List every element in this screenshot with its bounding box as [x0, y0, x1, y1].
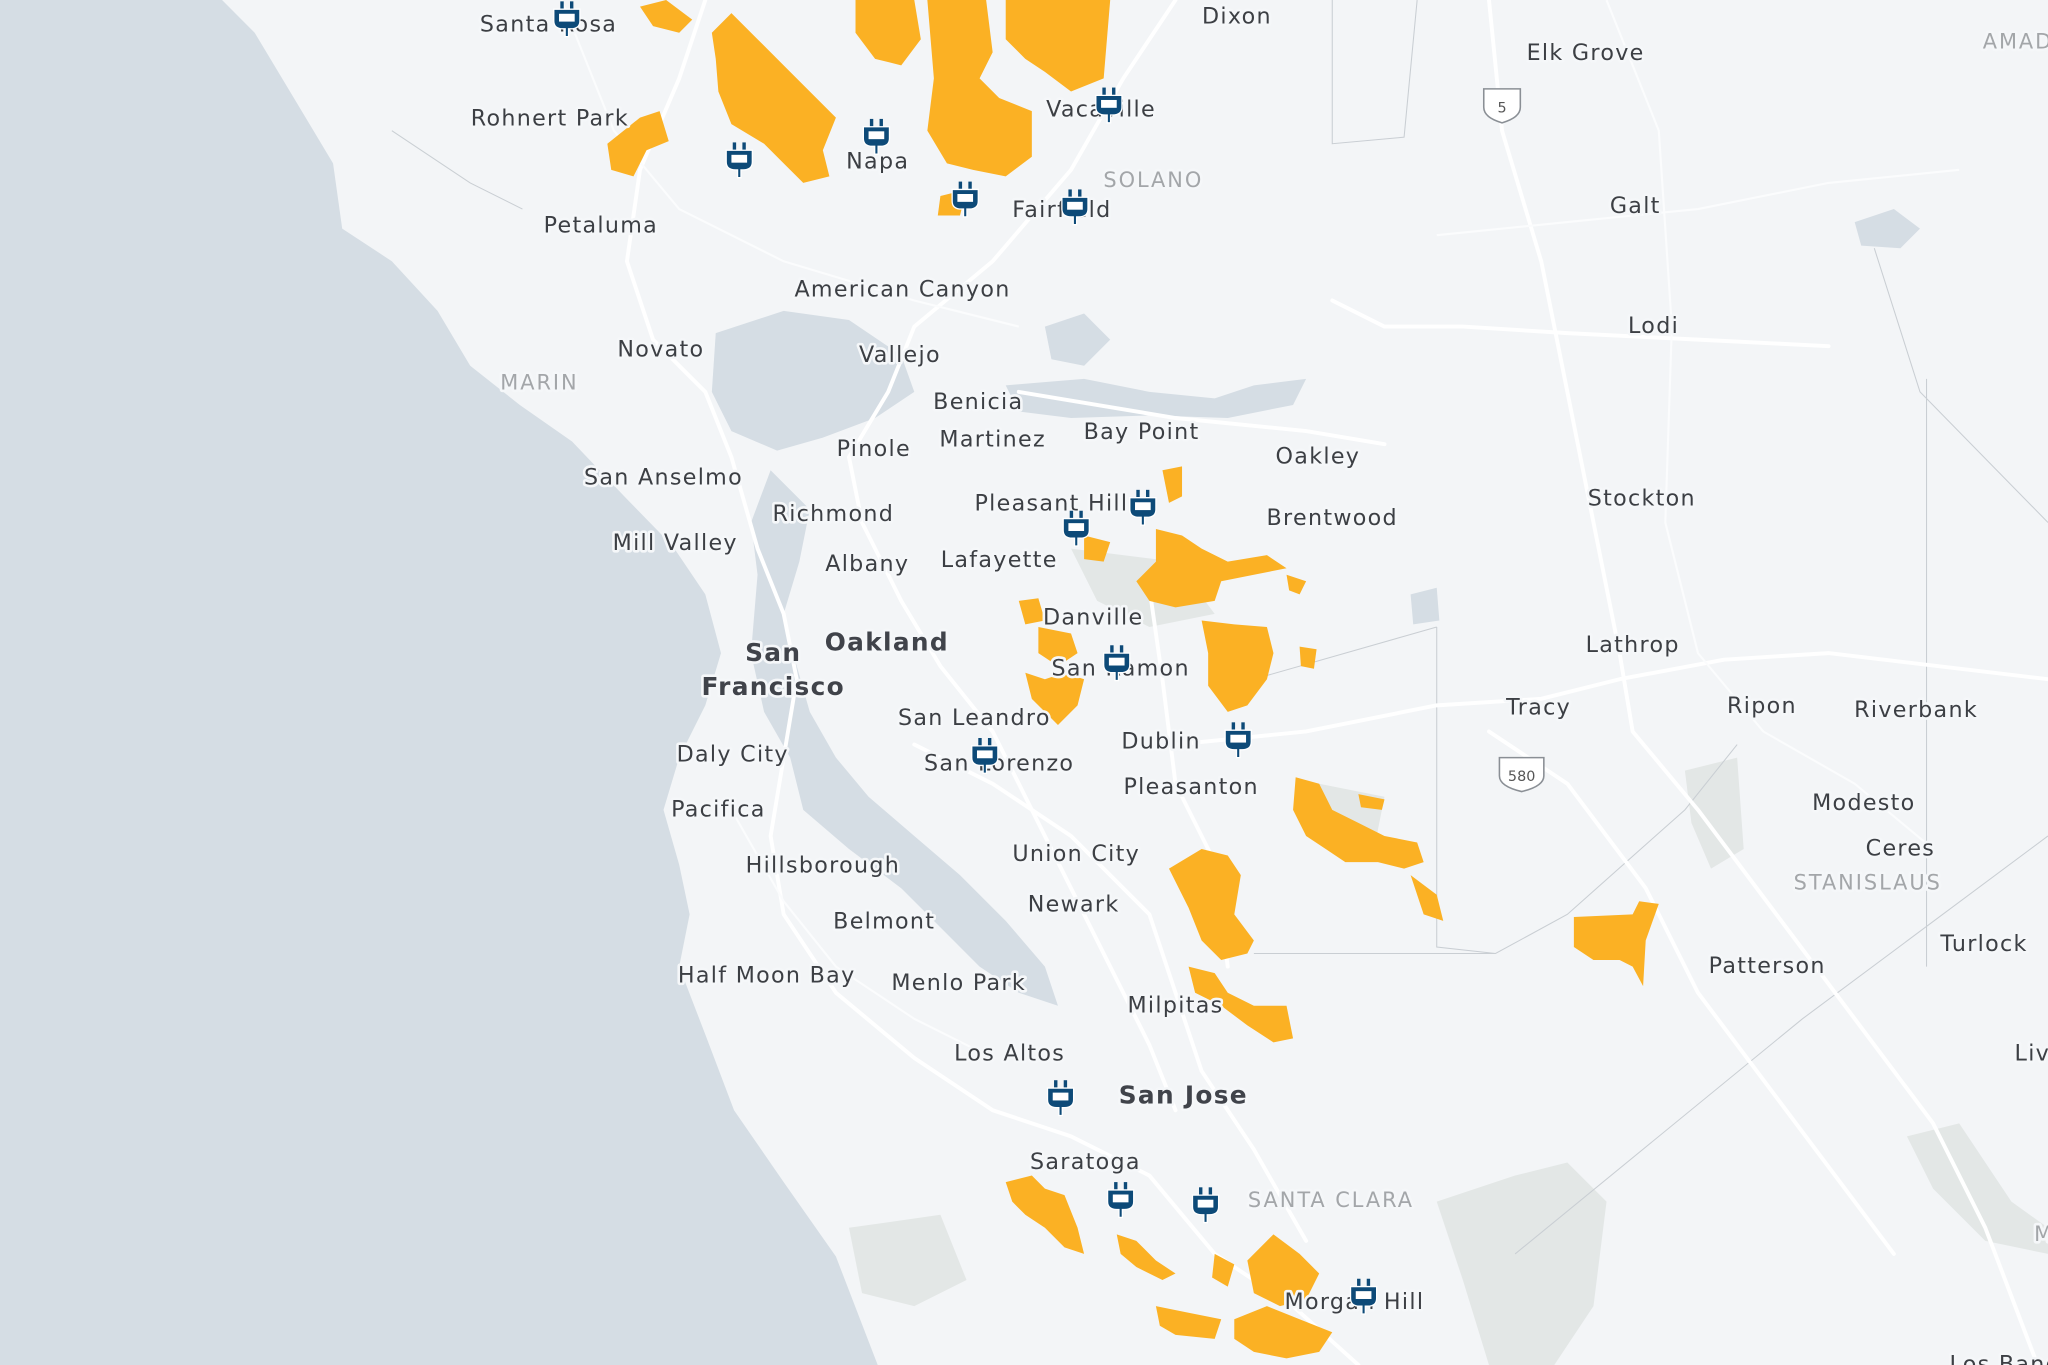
place-label: Hillsborough — [746, 853, 901, 879]
place-label: Los Banos — [1949, 1351, 2048, 1365]
place-label: American Canyon — [794, 277, 1010, 303]
place-label: Lathrop — [1586, 632, 1680, 658]
place-label: Richmond — [772, 501, 894, 527]
place-label: San Anselmo — [584, 465, 743, 491]
county-label: M — [2034, 1222, 2048, 1246]
pacific-ocean — [0, 0, 878, 1365]
place-label: Danville — [1043, 604, 1143, 630]
service-area-patches — [607, 0, 1659, 1359]
place-label: Half Moon Bay — [678, 962, 856, 988]
place-label: Vallejo — [859, 342, 941, 368]
place-label: Union City — [1012, 841, 1140, 867]
place-label: Menlo Park — [891, 970, 1026, 996]
place-label: Bay Point — [1084, 419, 1200, 445]
place-label: Benicia — [933, 389, 1023, 415]
place-label: Belmont — [833, 909, 935, 935]
county-label: STANISLAUS — [1794, 871, 1942, 895]
place-label: Pleasanton — [1123, 774, 1258, 800]
place-label: Milpitas — [1127, 992, 1223, 1018]
place-label: Liv — [2015, 1041, 2048, 1067]
place-label: Newark — [1028, 892, 1120, 918]
place-label: Tracy — [1505, 695, 1571, 721]
place-label: Ripon — [1727, 693, 1797, 719]
roads — [560, 0, 2048, 1365]
place-label: Saratoga — [1030, 1149, 1141, 1175]
place-label: Lodi — [1628, 313, 1679, 339]
highway-shield-i5: 5 — [1482, 88, 1522, 124]
san-pablo-bay — [711, 310, 915, 451]
san-francisco-bay — [751, 470, 1058, 1006]
place-label: Elk Grove — [1527, 40, 1645, 66]
place-label-major: San — [745, 638, 801, 667]
county-label: AMAD — [1983, 29, 2048, 53]
place-label-major: Francisco — [702, 672, 845, 701]
place-label: San Lorenzo — [924, 751, 1074, 777]
place-label: Ceres — [1866, 836, 1936, 862]
place-label: Pleasant Hill — [974, 491, 1128, 517]
county-label: SANTA CLARA — [1248, 1188, 1414, 1212]
place-label: Patterson — [1709, 953, 1826, 979]
place-label: Albany — [825, 551, 909, 577]
highway-shield-i580: 580 — [1498, 756, 1545, 793]
place-label: Daly City — [677, 742, 789, 768]
place-label: Brentwood — [1267, 505, 1398, 531]
place-label: San Leandro — [898, 705, 1051, 731]
place-label: Los Altos — [954, 1041, 1065, 1067]
svg-text:5: 5 — [1497, 100, 1506, 116]
county-label: SOLANO — [1103, 168, 1203, 192]
place-label: Riverbank — [1854, 697, 1978, 723]
place-label: Galt — [1610, 193, 1661, 219]
county-label: MARIN — [500, 370, 578, 394]
place-label: Stockton — [1588, 486, 1696, 512]
suisun-bay — [1005, 378, 1307, 419]
place-label: Lafayette — [941, 547, 1058, 573]
place-label: Pinole — [837, 436, 911, 462]
place-label-major: San Jose — [1119, 1081, 1248, 1110]
place-label: Martinez — [939, 427, 1046, 453]
place-label: Mill Valley — [613, 530, 738, 556]
place-labels: Santa Rosa Elk Grove Dixon Rohnert Park … — [468, 1, 2048, 1365]
place-label: Turlock — [1939, 931, 2027, 957]
place-label: Oakley — [1276, 444, 1361, 470]
svg-text:580: 580 — [1508, 769, 1535, 785]
place-label: Modesto — [1812, 790, 1915, 816]
place-label: Novato — [617, 337, 704, 363]
place-label: Rohnert Park — [471, 105, 629, 131]
place-label: Santa Rosa — [480, 11, 617, 37]
water-bodies — [0, 0, 1920, 1365]
place-label-major: Oakland — [825, 628, 949, 657]
delta-channel — [1044, 313, 1111, 366]
place-label: Petaluma — [544, 213, 658, 239]
county-boundaries — [391, 0, 2048, 1255]
place-label: Dublin — [1121, 728, 1200, 754]
place-label: Pacifica — [671, 796, 766, 822]
place-label: Dixon — [1202, 4, 1272, 30]
